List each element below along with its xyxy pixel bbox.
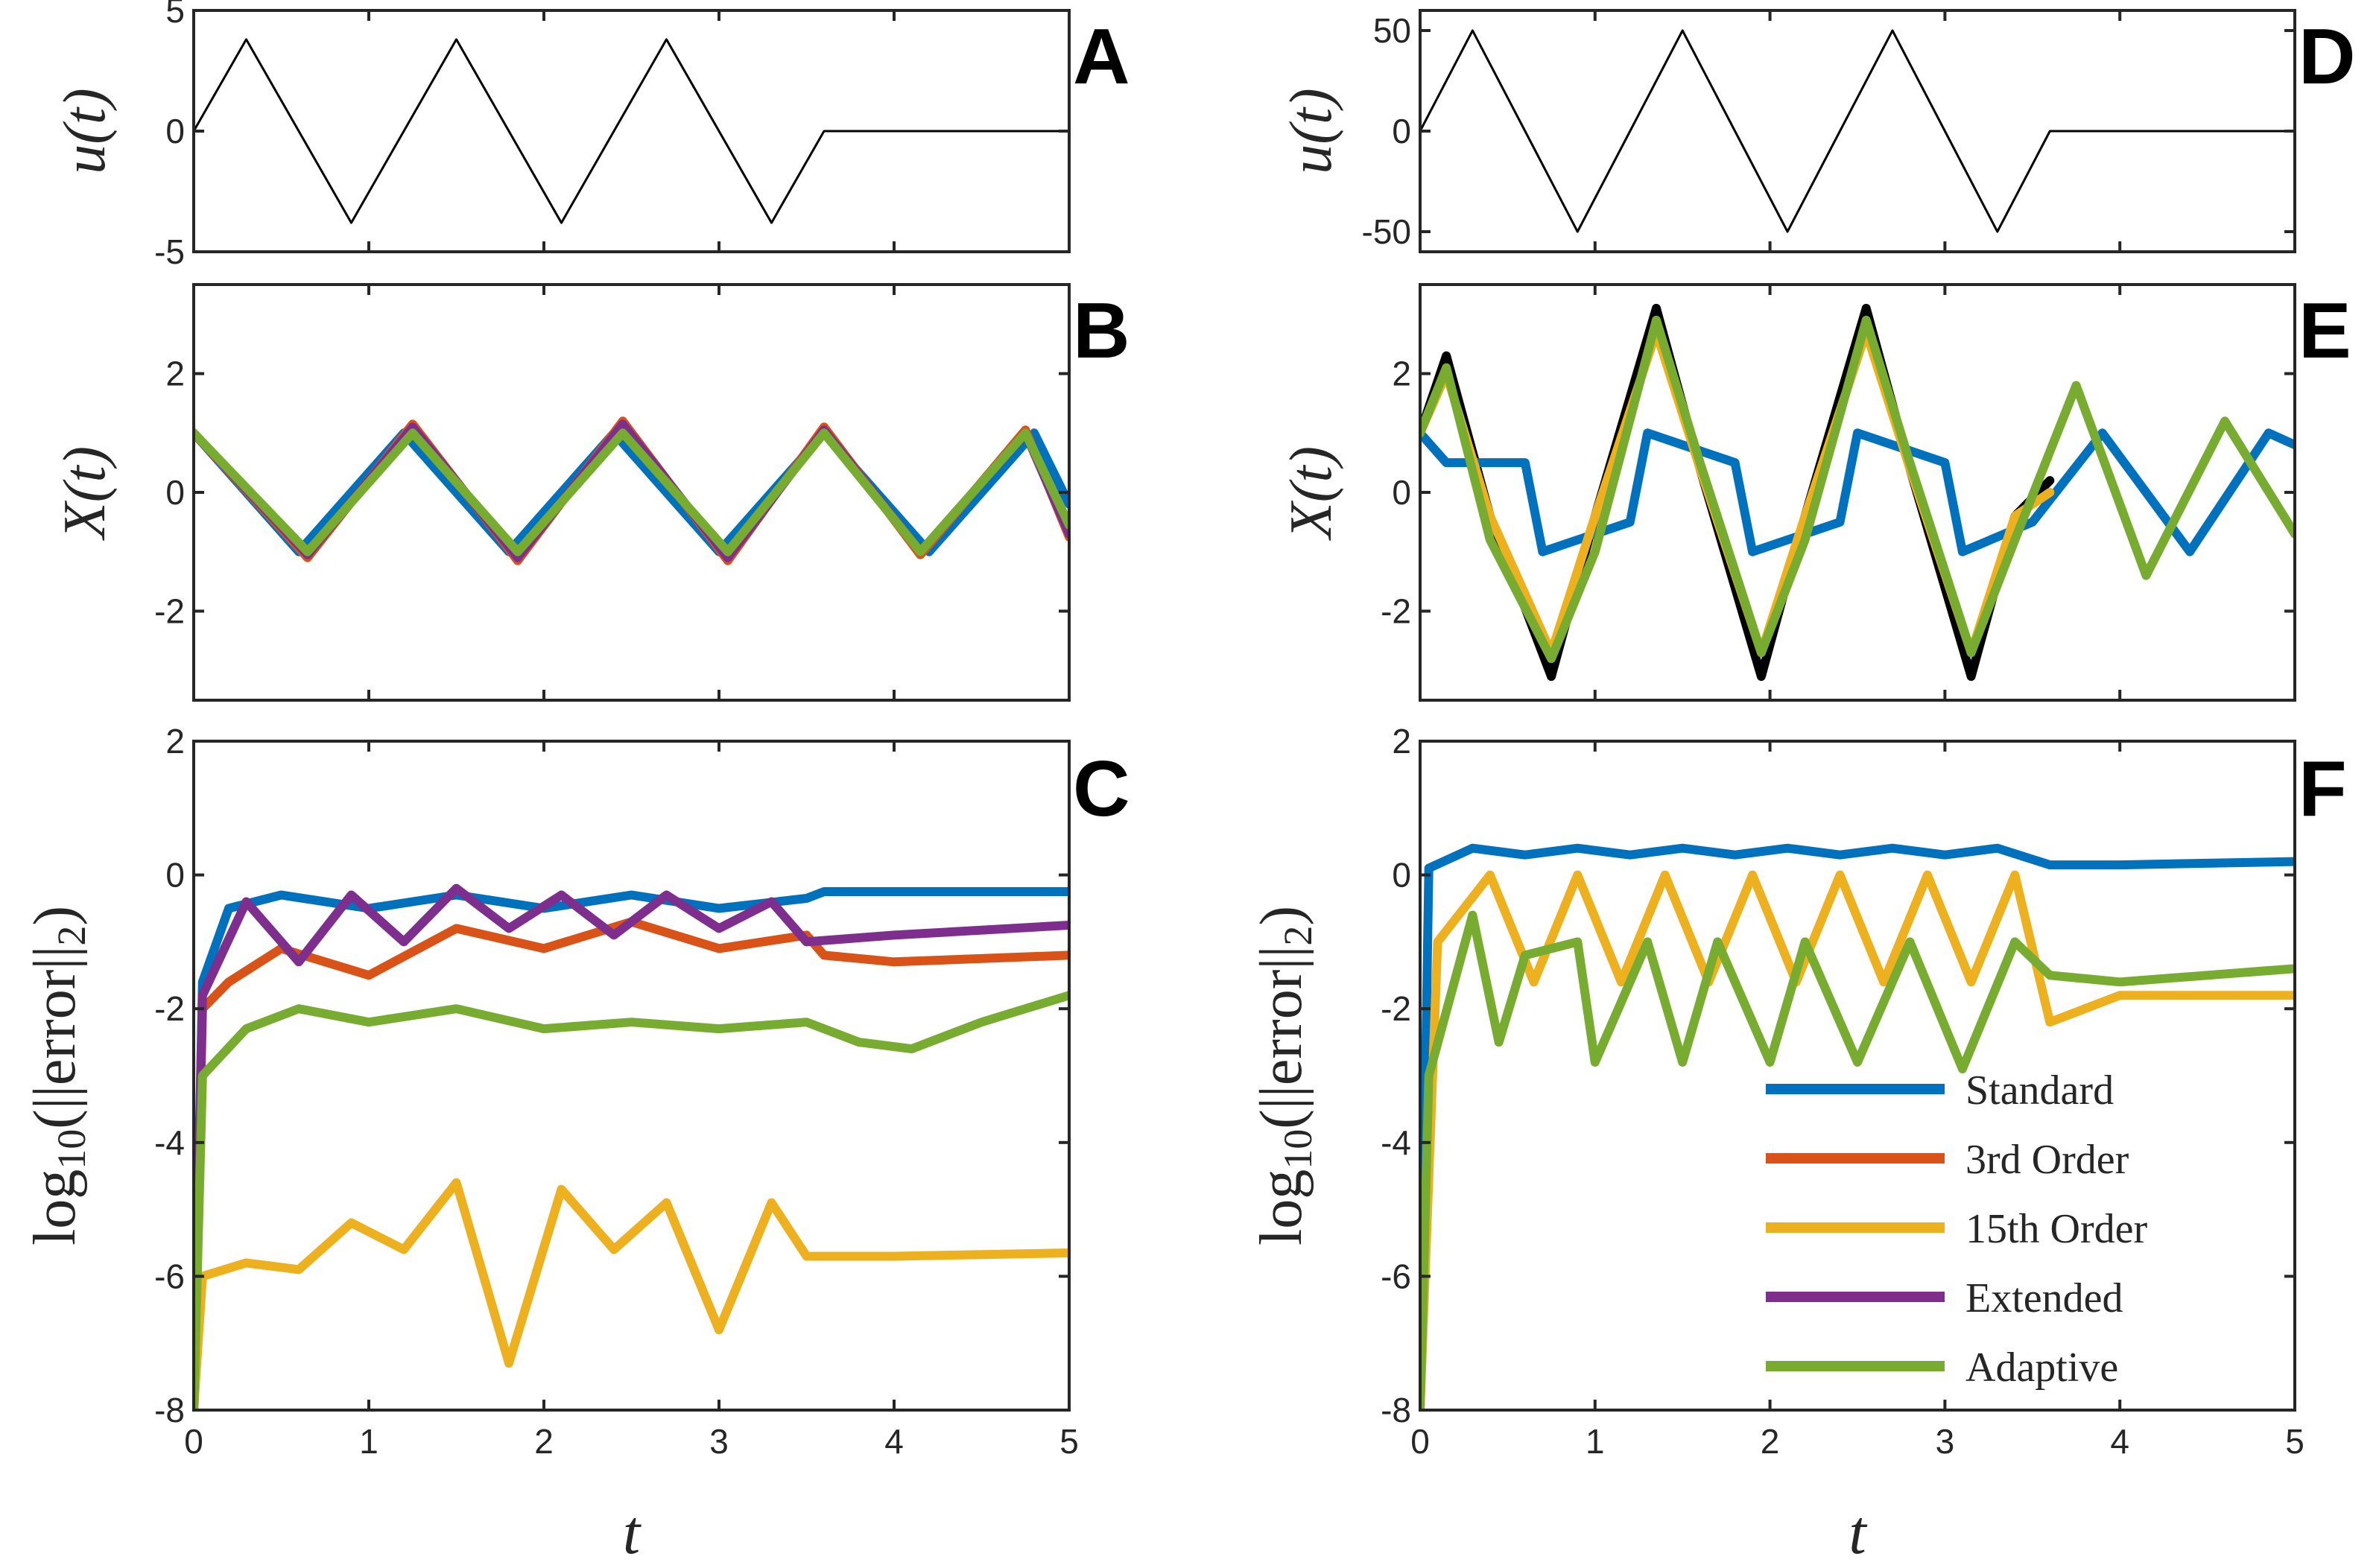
y-tick-label: -2 (1381, 591, 1411, 630)
y-tick-label: 50 (1373, 11, 1411, 50)
axes-frame (1419, 740, 2296, 1412)
x-tick-label: 2 (534, 1422, 554, 1461)
series-group (1420, 303, 2295, 682)
y-tick-label: -50 (1362, 212, 1411, 251)
series-line-4 (194, 991, 1069, 1410)
series-group (1420, 843, 2295, 1410)
panel-e: 2 0 -2 X(t) E (1279, 283, 2351, 702)
legend-label: 15th Order (1965, 1206, 2148, 1252)
panels: 50-5u(t)A20-2X(t)B20-2-4-6-80 1 2 3 4 5tlog10… (22, 0, 2356, 1567)
series-group (1420, 29, 2295, 233)
x-tick-label: 5 (2285, 1422, 2304, 1461)
series-line-3 (194, 883, 1069, 1410)
y-tick-label: -8 (154, 1391, 185, 1429)
legend: Standard 3rd Order 15th Order Extended Adapt… (1766, 1067, 2148, 1391)
y-tick-label: -4 (1381, 1123, 1411, 1162)
panel-label: A (1073, 13, 1130, 101)
y-tick-label: 5 (165, 0, 185, 30)
y-axis-label: log10(||error||2) (1249, 906, 1320, 1245)
series-group (194, 38, 1069, 224)
x-tick-label: 0 (184, 1422, 203, 1461)
x-axis-label: t (1849, 1498, 1868, 1567)
series-line-0 (1420, 843, 2295, 1410)
y-tick-label: 2 (165, 722, 185, 761)
legend-item: Extended (1766, 1275, 2123, 1321)
legend-label: Adaptive (1965, 1345, 2118, 1391)
series-group (194, 416, 1069, 565)
y-tick-label: -5 (154, 232, 185, 271)
panel-b: 2 0 -2 X(t) B (52, 283, 1130, 702)
y-tick-label: 0 (165, 112, 185, 150)
series-line-0 (194, 38, 1069, 224)
y-axis-label: X(t) (52, 446, 118, 541)
y-tick-label: -6 (1381, 1257, 1411, 1295)
y-tick-label: 0 (165, 856, 185, 895)
x-axis-label: t (623, 1498, 642, 1567)
x-tick-label: 2 (1761, 1422, 1780, 1461)
y-tick-label: 0 (165, 473, 185, 512)
series-line-0 (194, 887, 1069, 1410)
panel-label: E (2299, 287, 2351, 375)
y-tick-label: -8 (1381, 1391, 1411, 1429)
y-tick-label: 2 (165, 355, 185, 393)
y-axis-label: X(t) (1279, 446, 1344, 541)
y-tick-label: -2 (1381, 989, 1411, 1028)
y-axis-label: log10(||error||2) (22, 906, 94, 1245)
x-tick-label: 3 (709, 1422, 729, 1461)
x-tick-label: 1 (359, 1422, 378, 1461)
y-tick-label: 0 (1392, 473, 1411, 512)
x-tick-label: 4 (884, 1422, 904, 1461)
panel-a: 5 0 -5 u(t) A (52, 0, 1130, 271)
series-group (194, 883, 1069, 1410)
y-tick-label: 2 (1392, 722, 1411, 761)
series-line-3 (1420, 315, 2295, 664)
series-line-3 (194, 428, 1069, 556)
panel-label: F (2299, 745, 2347, 833)
panel-label: B (1073, 287, 1130, 375)
y-tick-label: -2 (154, 591, 185, 630)
legend-item: 15th Order (1766, 1206, 2148, 1252)
legend-label: Extended (1965, 1275, 2123, 1321)
y-axis-label: u(t) (1279, 88, 1344, 174)
series-line-0 (1420, 303, 2055, 682)
panel-label: D (2299, 13, 2356, 101)
x-tick-label: 3 (1936, 1422, 1955, 1461)
y-tick-label: 2 (1392, 355, 1411, 393)
panel-label: C (1073, 745, 1130, 833)
y-tick-label: -4 (154, 1123, 185, 1162)
x-tick-label: 0 (1410, 1422, 1430, 1461)
x-tick-label: 5 (1059, 1422, 1079, 1461)
series-line-2 (194, 1178, 1069, 1410)
legend-label: 3rd Order (1965, 1137, 2129, 1183)
y-tick-label: -6 (154, 1257, 185, 1295)
y-tick-label: -2 (154, 989, 185, 1028)
series-line-1 (1420, 870, 2295, 1410)
y-axis-label: u(t) (52, 88, 118, 174)
series-line-2 (1420, 910, 2295, 1410)
legend-item: 3rd Order (1766, 1137, 2129, 1183)
series-line-1 (194, 917, 1069, 1410)
y-tick-label: 0 (1392, 856, 1411, 895)
x-tick-label: 1 (1586, 1422, 1605, 1461)
axes-frame (192, 283, 1071, 702)
legend-item: Standard (1766, 1067, 2114, 1114)
panel-d: 50 0 -50 u(t) D (1279, 9, 2356, 253)
series-line-0 (194, 428, 1069, 556)
legend-label: Standard (1965, 1067, 2114, 1114)
series-line-0 (1420, 29, 2295, 233)
series-line-1 (1420, 428, 2295, 556)
x-tick-label: 4 (2110, 1422, 2129, 1461)
axes-frame (192, 740, 1071, 1412)
y-tick-label: 0 (1392, 112, 1411, 150)
legend-item: Adaptive (1766, 1345, 2118, 1391)
